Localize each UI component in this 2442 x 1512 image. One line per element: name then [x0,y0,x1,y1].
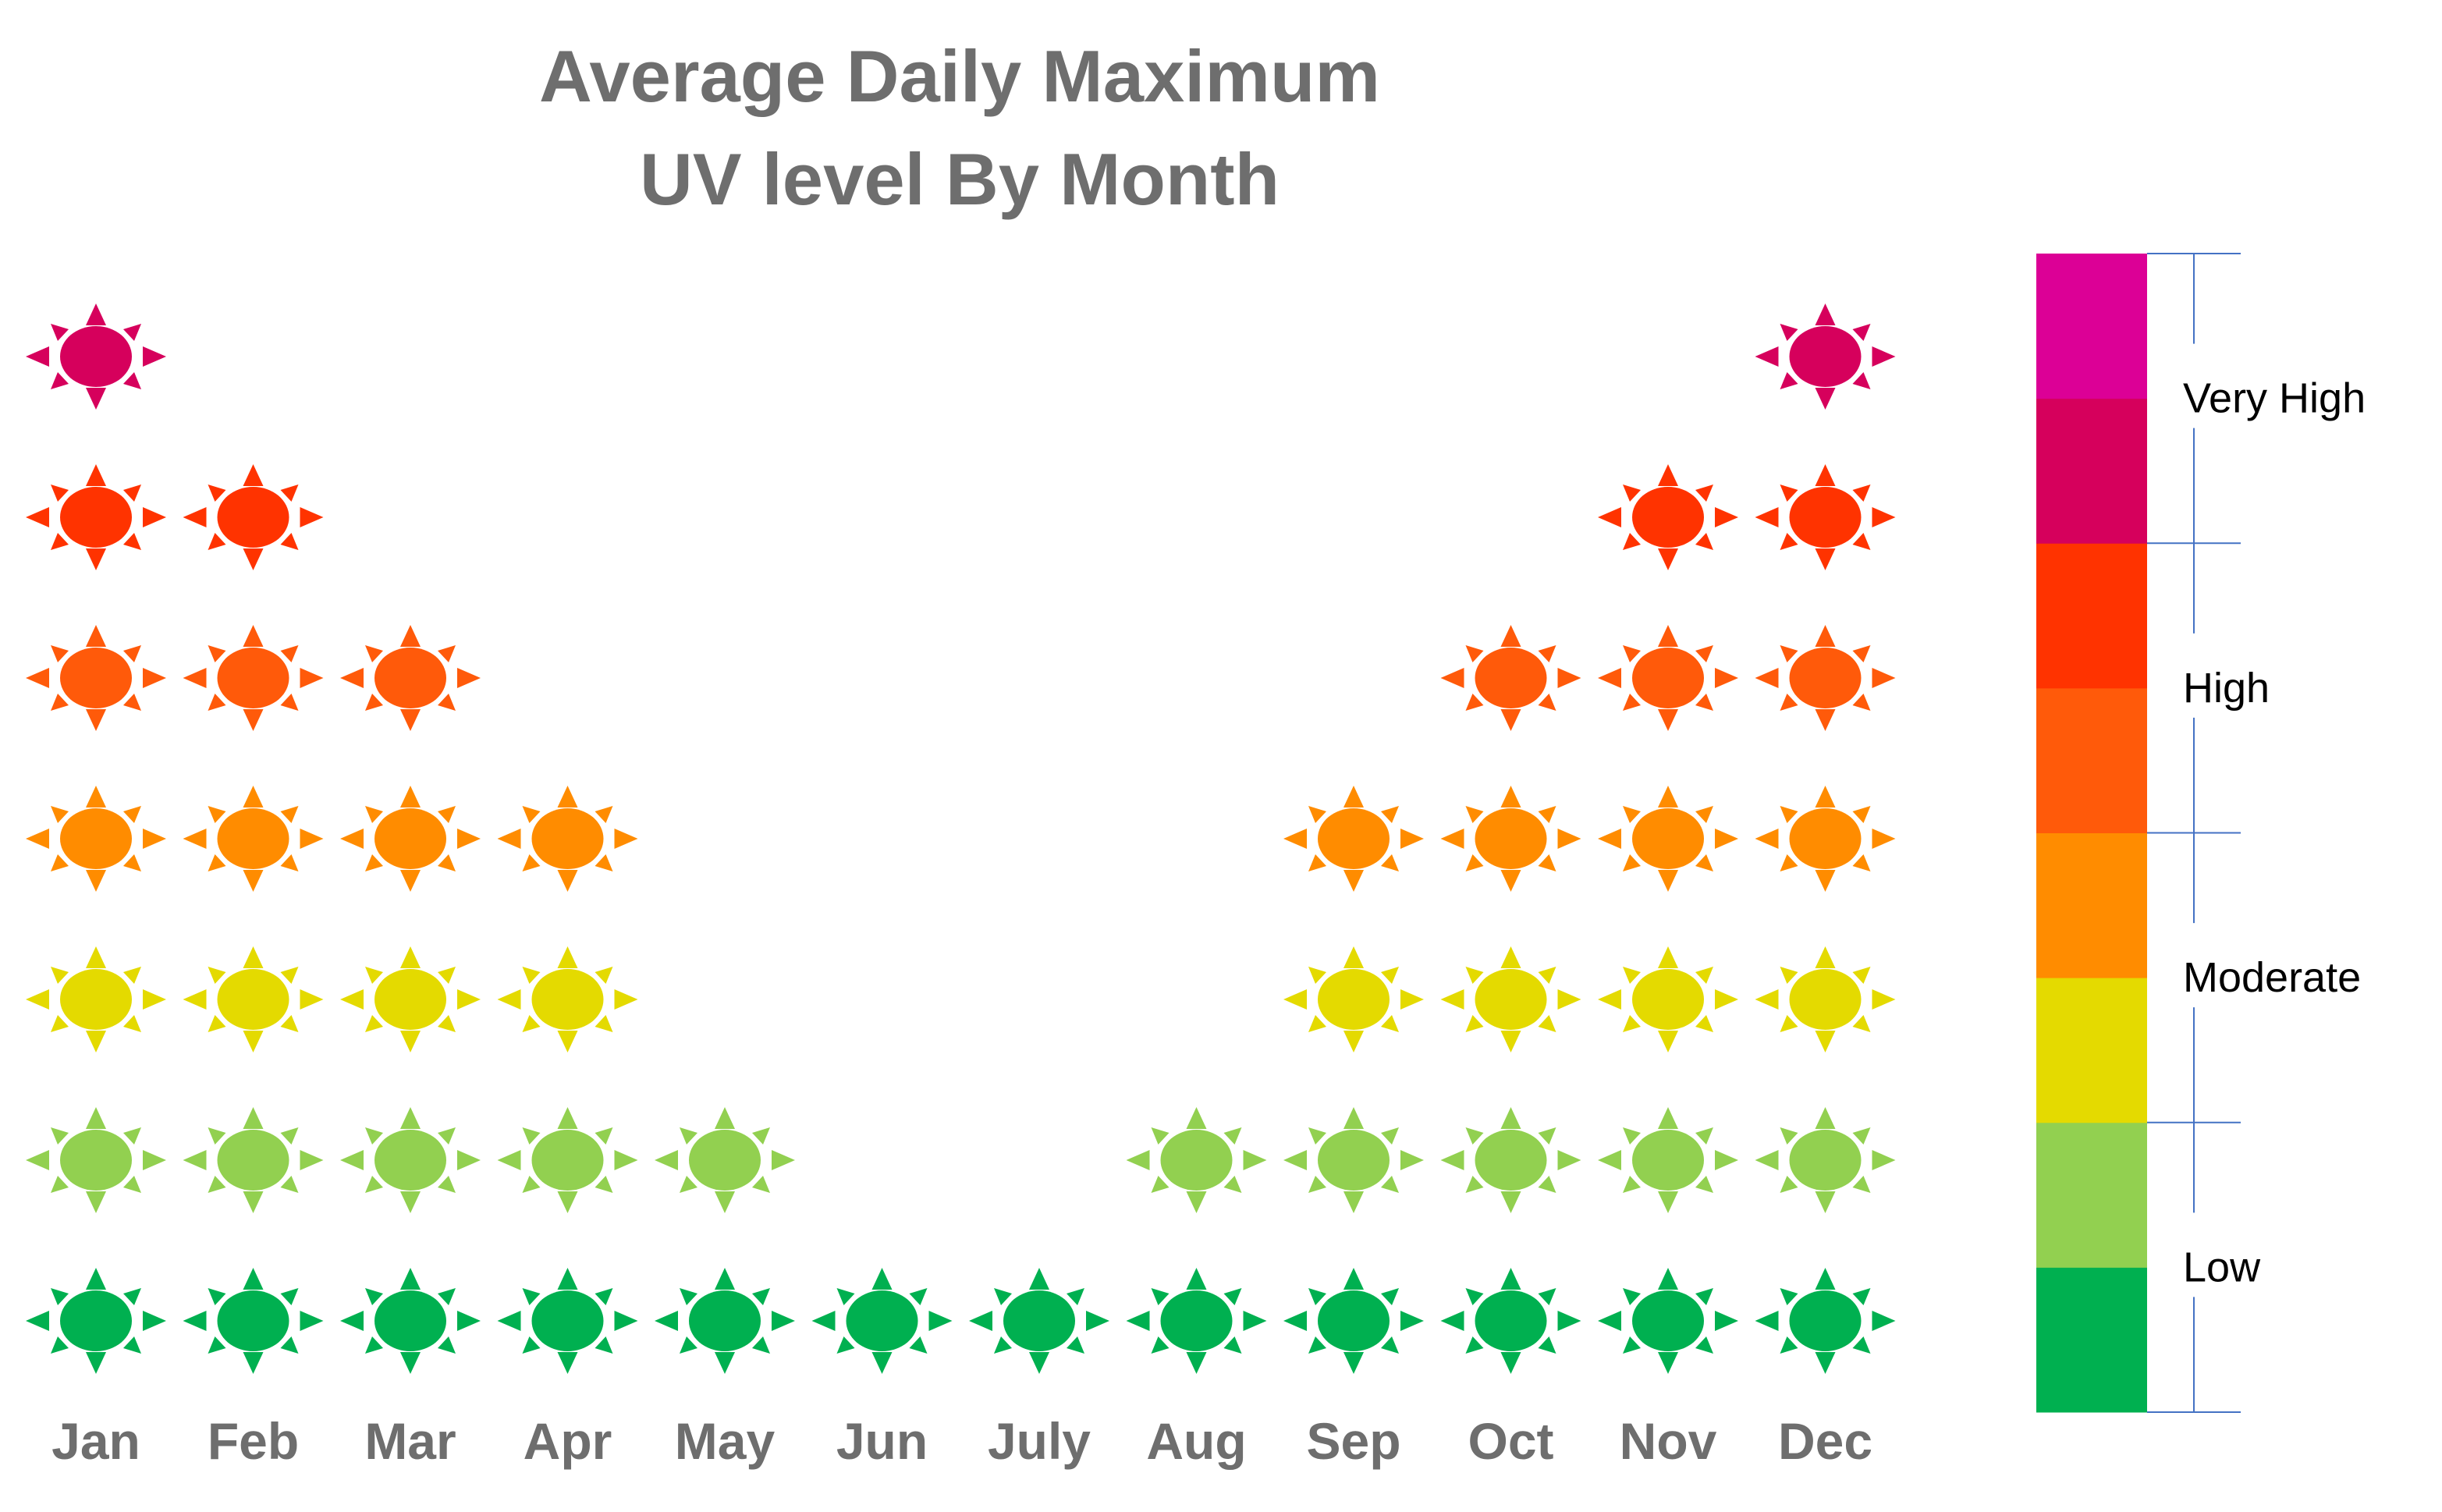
month-label: Jan [51,1412,140,1470]
legend-label: Low [2183,1244,2261,1290]
legend-color-swatch [2036,687,2147,833]
sun-icon [183,625,324,731]
sun-icon [1127,946,1267,1052]
sun-icon [969,1202,1109,1213]
sun-icon [1440,786,1581,892]
sun-icon [655,1268,795,1374]
legend-color-swatch [2036,398,2147,544]
sun-icon [1755,1268,1896,1374]
legend-color-swatch [2036,832,2147,978]
sun-icon [1283,1107,1424,1213]
sun-icon [183,399,324,410]
sun-icon [1755,168,1896,249]
sun-icon [1755,946,1896,1052]
month-label: July [988,1412,1091,1470]
chart-title-line-1: Average Daily Maximum [539,35,1380,117]
month-label: Aug [1146,1412,1246,1470]
sun-icon [26,303,166,410]
sun-icon [1598,303,1738,410]
sun-icon [26,625,166,731]
sun-icon [969,1268,1109,1374]
sun-icon [1598,1107,1738,1213]
sun-icon [1440,625,1581,731]
chart-title-line-2: UV level By Month [640,138,1280,220]
sun-icon [497,1268,638,1374]
sun-icon [1598,625,1738,731]
sun-icon [1440,1107,1581,1213]
legend-color-swatch [2036,543,2147,689]
month-label: Mar [364,1412,456,1470]
month-labels: Jan Feb Mar Apr May Jun July Aug Sep Oct Nov Dec [51,1412,1872,1470]
sun-icon [1755,625,1896,731]
sun-icon [1755,464,1896,570]
uv-legend: Low Moderate High Very High [2036,253,2366,1413]
sun-icon [498,625,638,731]
legend-color-swatch [2036,1122,2147,1268]
month-label: May [675,1412,776,1470]
sun-icon [183,464,324,570]
legend-label: Moderate [2183,954,2361,1001]
legend-label: Very High [2183,375,2366,422]
sun-icon [183,946,324,1052]
sun-icon [1283,786,1424,892]
sun-icon [183,786,324,892]
month-label: Nov [1620,1412,1717,1470]
sun-icon [26,946,166,1052]
sun-icon [1598,946,1738,1052]
sun-icon [340,464,481,570]
sun-icon [183,1107,324,1213]
sun-icon [1283,1268,1424,1374]
sun-icon [1440,1268,1581,1374]
sun-icon [1598,464,1738,570]
sun-icon [1126,1107,1267,1213]
sun-icon [1755,303,1896,410]
chart-title: Average Daily Maximum UV level By Month [539,35,1380,220]
sun-icon [26,1268,166,1374]
sun-icon [26,786,166,892]
sun-icon [812,1107,953,1213]
sun-icon [1598,1268,1738,1374]
sun-icon [340,786,481,892]
sun-icon [1755,786,1896,892]
sun-columns [26,168,1896,1374]
sun-icon [497,786,638,892]
sun-icon [1598,786,1738,892]
sun-icon [497,946,638,1052]
sun-icon [340,1107,481,1213]
sun-icon [183,1268,324,1374]
legend-color-swatch [2036,1267,2147,1413]
sun-icon [497,1107,638,1213]
sun-icon [340,625,481,731]
legend-color-swatch [2036,254,2147,399]
legend-color-swatch [2036,978,2147,1123]
month-label: Oct [1468,1412,1553,1470]
month-label: Sep [1306,1412,1400,1470]
month-label: Feb [208,1412,299,1470]
sun-icon [340,946,481,1052]
month-label: Dec [1778,1412,1872,1470]
sun-icon [26,1107,166,1213]
sun-icon [26,464,166,570]
sun-icon [1283,946,1424,1052]
sun-icon [1440,559,1581,570]
sun-icon [1755,1107,1896,1213]
sun-icon [340,1268,481,1374]
sun-icon [655,1107,795,1213]
legend-label: High [2183,665,2270,712]
sun-icon [811,1268,953,1374]
sun-icon [1440,946,1581,1052]
month-label: Jun [836,1412,928,1470]
sun-icon [1126,1268,1267,1374]
month-label: Apr [524,1412,612,1470]
